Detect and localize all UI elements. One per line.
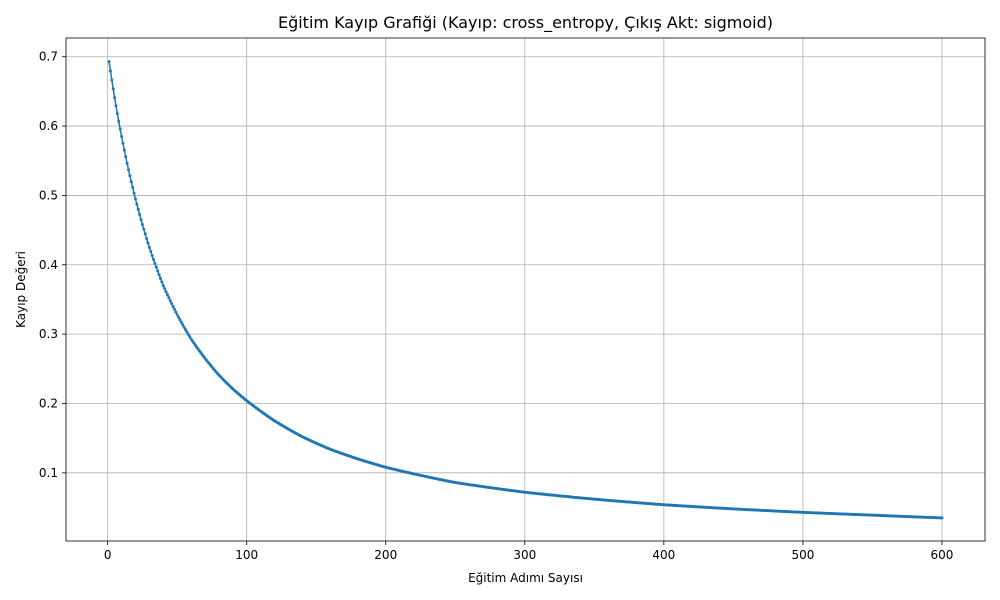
loss-point — [150, 254, 154, 257]
loss-point — [172, 307, 176, 311]
loss-point — [135, 202, 139, 206]
loss-point — [142, 227, 146, 231]
loss-point — [125, 161, 129, 165]
y-axis-label: Kayıp Değeri — [14, 251, 28, 328]
loss-point — [152, 257, 156, 261]
loss-point — [179, 320, 183, 324]
loss-point — [108, 69, 112, 73]
loss-point — [165, 293, 169, 297]
loss-point — [170, 301, 174, 305]
loss-point — [147, 245, 151, 249]
y-tick-label: 0.6 — [39, 119, 58, 133]
chart-title: Eğitim Kayıp Grafiği (Kayıp: cross_entro… — [278, 13, 773, 33]
y-tick-label: 0.5 — [39, 188, 58, 202]
y-tick-label: 0.1 — [39, 466, 58, 480]
loss-point — [174, 310, 178, 314]
loss-point — [143, 232, 147, 236]
loss-point — [182, 325, 186, 329]
loss-point — [145, 236, 149, 240]
loss-point — [178, 318, 182, 322]
loss-point — [163, 287, 167, 291]
loss-point — [138, 213, 142, 217]
x-tick-label: 400 — [652, 548, 675, 562]
loss-point — [110, 78, 114, 82]
loss-point — [107, 60, 111, 64]
grid — [66, 38, 985, 541]
loss-point — [154, 265, 158, 269]
loss-point — [111, 87, 115, 91]
x-tick-label: 0 — [104, 548, 112, 562]
loss-point — [177, 315, 181, 319]
loss-point — [161, 284, 165, 288]
axis-ticks: 0 100 200 300 400 500 600 0.1 0.2 0.3 0.4 0.5 0.6 0.7 — [39, 50, 954, 562]
x-tick-label: 100 — [235, 548, 258, 562]
loss-point — [115, 112, 119, 116]
loss-point — [124, 155, 128, 159]
loss-point — [140, 223, 144, 227]
loss-point — [184, 328, 188, 332]
loss-point — [122, 148, 126, 152]
loss-point — [175, 313, 179, 317]
loss-point — [146, 241, 150, 245]
y-tick-label: 0.4 — [39, 258, 58, 272]
loss-point — [132, 191, 136, 195]
loss-point — [160, 280, 164, 284]
plot-frame — [65, 37, 986, 542]
loss-point — [181, 323, 185, 327]
loss-point — [171, 304, 175, 308]
loss-point — [118, 127, 122, 131]
loss-point — [113, 96, 117, 100]
loss-point — [136, 207, 140, 211]
loss-point — [114, 104, 118, 108]
loss-point — [158, 276, 162, 280]
loss-point — [157, 273, 161, 277]
loss-point — [129, 180, 133, 184]
loss-point — [168, 299, 172, 303]
loss-point — [186, 332, 190, 336]
loss-point — [131, 186, 135, 190]
loss-point — [188, 335, 192, 339]
loss-point — [117, 119, 121, 123]
loss-point — [121, 141, 125, 145]
loss-point — [153, 261, 157, 265]
x-axis-label: Eğitim Adımı Sayısı — [468, 571, 583, 585]
x-tick-label: 200 — [374, 548, 397, 562]
loss-series — [107, 60, 944, 520]
x-tick-label: 600 — [931, 548, 954, 562]
y-tick-label: 0.7 — [39, 50, 58, 64]
x-tick-label: 500 — [791, 548, 814, 562]
loss-point — [185, 330, 189, 334]
loss-point — [149, 250, 153, 253]
loss-point — [164, 290, 168, 294]
loss-point — [128, 174, 132, 178]
loss-point — [120, 134, 124, 138]
y-tick-label: 0.3 — [39, 327, 58, 341]
x-tick-label: 300 — [513, 548, 536, 562]
loss-point — [133, 197, 137, 201]
loss-point — [156, 269, 160, 273]
loss-point — [139, 218, 143, 222]
loss-point — [127, 168, 130, 172]
y-tick-label: 0.2 — [39, 396, 58, 410]
loss-point — [167, 296, 171, 300]
loss-point — [940, 516, 944, 520]
